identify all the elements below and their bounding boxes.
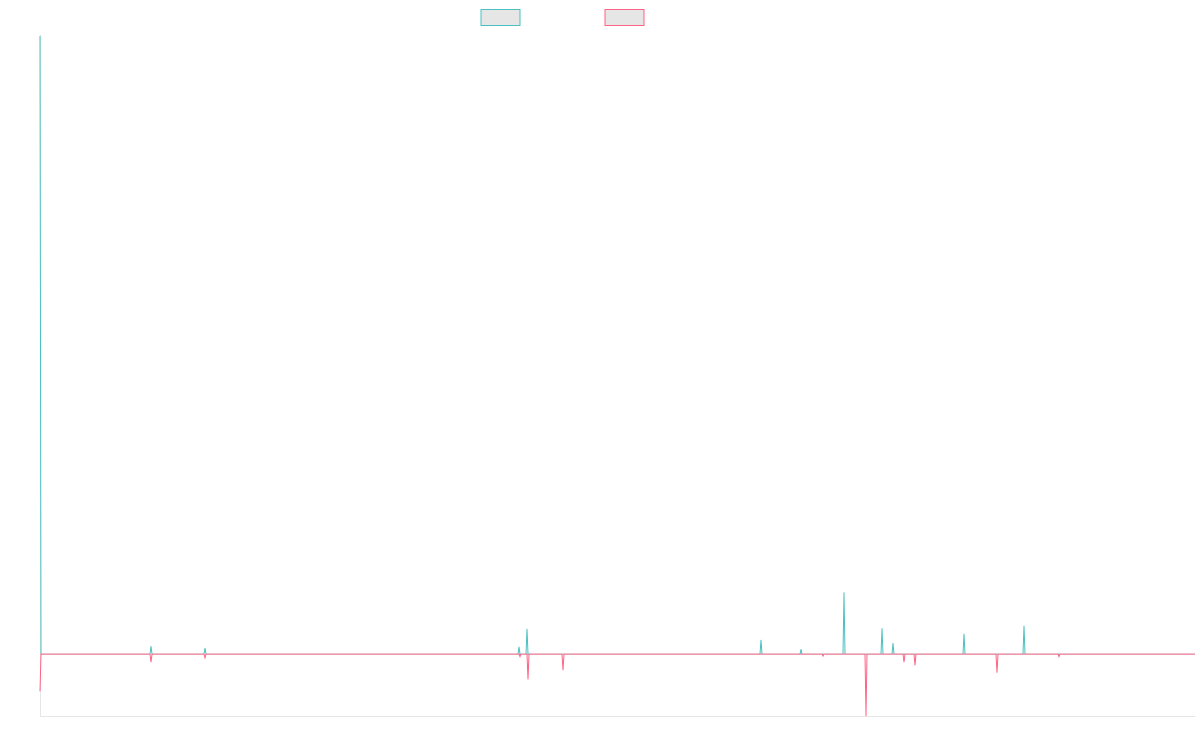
legend-swatch-series-1[interactable] <box>480 9 521 26</box>
legend <box>480 9 645 26</box>
plot-area <box>39 35 1195 717</box>
legend-swatch-series-2[interactable] <box>604 9 645 26</box>
series-layer <box>39 35 1195 717</box>
series-1-line <box>39 35 1195 655</box>
series-2-line <box>39 653 1195 717</box>
